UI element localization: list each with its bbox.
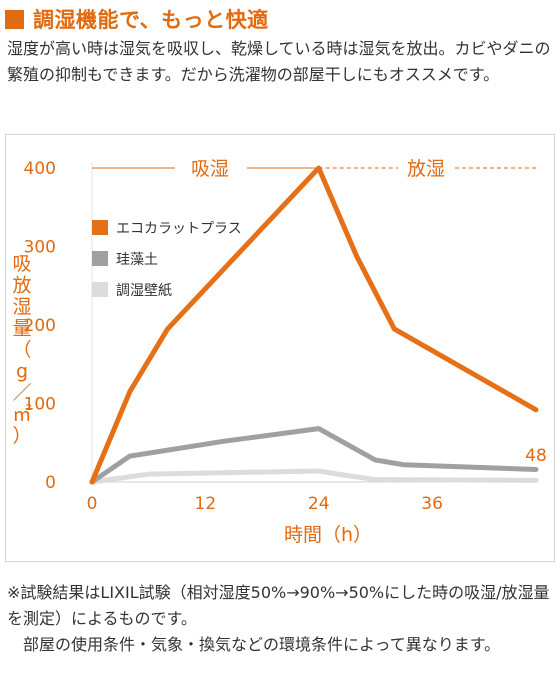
intro-text: 湿度が高い時は湿気を吸収し、乾燥している時は湿気を放出。カビやダニの繁殖の抑制も…	[7, 39, 551, 84]
heading-square-icon	[5, 9, 24, 29]
legend-label: 珪藻土	[116, 252, 158, 268]
legend-swatch	[92, 251, 108, 266]
legend-label: エコカラットプラス	[116, 221, 242, 237]
x-axis-label: 時間（h）	[284, 524, 372, 546]
series-line	[89, 468, 539, 485]
section-heading: 調湿機能で、もっと快適	[5, 4, 269, 34]
phase-label-absorb: 吸湿	[191, 158, 229, 180]
y-tick-label: 400	[24, 159, 56, 179]
footnotes: ※試験結果はLIXIL試験（相対湿度50%→90%→50%にした時の吸湿/放湿量…	[7, 580, 555, 658]
section-title: 調湿機能で、もっと快適	[33, 8, 269, 32]
legend-swatch	[92, 220, 108, 235]
footnote-2: 部屋の使用条件・気象・換気などの環境条件によって異なります。	[23, 635, 501, 654]
y-tick-label: 0	[45, 473, 56, 493]
y-tick-label: 100	[24, 395, 56, 415]
series-line	[89, 165, 539, 485]
phase-label-release: 放湿	[407, 158, 445, 180]
x-tick-label: 12	[195, 494, 217, 514]
y-tick-label: 300	[24, 238, 56, 258]
footnote-1: ※試験結果はLIXIL試験（相対湿度50%→90%→50%にした時の吸湿/放湿量…	[7, 583, 550, 628]
x-tick-label: 0	[87, 494, 98, 514]
end-value-label: 48	[525, 446, 547, 466]
x-tick-label: 36	[421, 494, 443, 514]
y-axis-label: 吸放湿量（ g ／㎡）	[12, 253, 31, 447]
legend-swatch	[92, 282, 108, 297]
x-tick-label: 24	[308, 494, 330, 514]
series-line	[89, 426, 539, 485]
y-tick-label: 200	[24, 316, 56, 336]
chart-frame	[5, 134, 555, 562]
legend-label: 調湿壁紙	[116, 283, 172, 299]
